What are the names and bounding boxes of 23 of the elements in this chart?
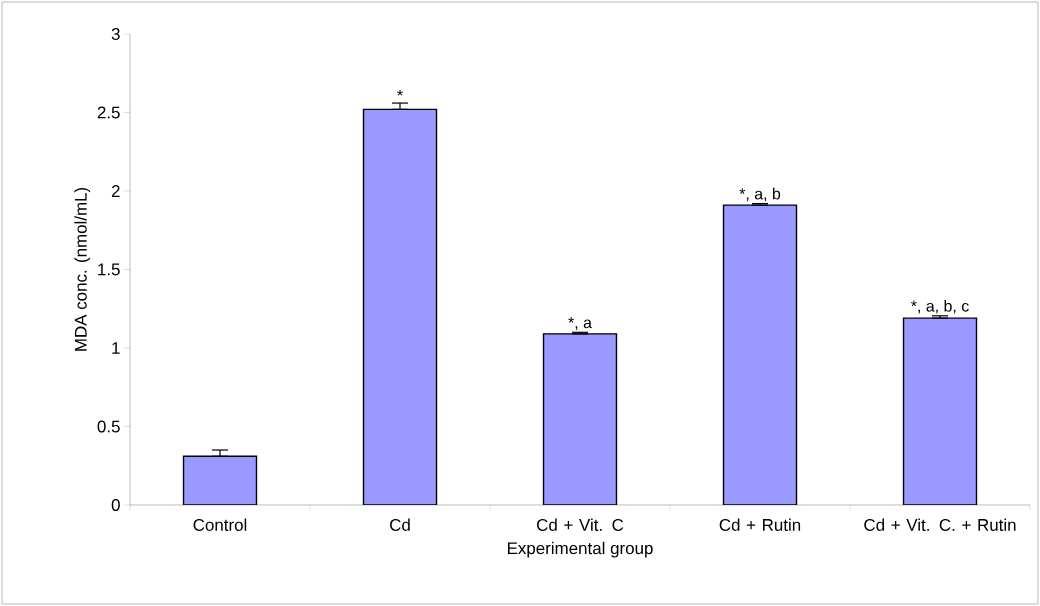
x-axis-title: Experimental group: [507, 541, 653, 558]
annotation: *, a, b, c: [911, 300, 969, 314]
x-tick-label: Control: [193, 518, 247, 531]
y-tick-label: 2: [111, 185, 120, 197]
y-axis-title: MDA conc. (nmol/mL): [74, 187, 91, 351]
bar: [902, 317, 978, 505]
y-tick-label: 0: [111, 498, 120, 511]
y-tick-label: 2.5: [97, 106, 120, 119]
x-tick-label: Cd + Rutin: [719, 518, 801, 531]
y-tick-label: 3: [111, 27, 120, 40]
bar: [362, 108, 438, 505]
bar: [182, 455, 258, 505]
annotation: *: [397, 89, 403, 96]
x-tick-label: Cd + Vit. C. + Rutin: [864, 518, 1016, 531]
annotation: *, a, b: [739, 187, 781, 202]
y-tick-label: 0.5: [97, 420, 120, 433]
y-tick-label: 1.5: [98, 263, 120, 276]
bar: [542, 333, 618, 505]
y-tick-label: 1: [112, 342, 120, 354]
annotation: *, a: [568, 317, 592, 331]
x-tick-label: Cd + Vit. C: [537, 518, 624, 531]
bar: [722, 204, 798, 505]
x-tick-label: Cd: [390, 518, 410, 531]
